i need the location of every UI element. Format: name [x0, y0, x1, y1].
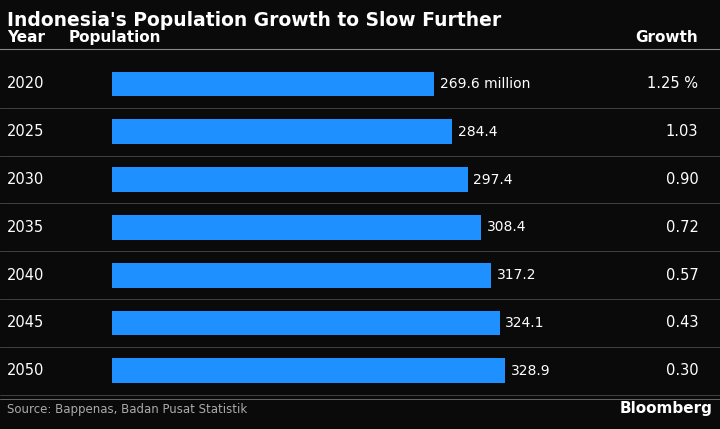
Text: 2040: 2040	[7, 268, 45, 283]
Text: 324.1: 324.1	[505, 316, 545, 330]
Text: 0.90: 0.90	[666, 172, 698, 187]
FancyBboxPatch shape	[112, 311, 500, 335]
Text: 328.9: 328.9	[511, 364, 551, 378]
Text: 2025: 2025	[7, 124, 45, 139]
Text: Indonesia's Population Growth to Slow Further: Indonesia's Population Growth to Slow Fu…	[7, 11, 501, 30]
FancyBboxPatch shape	[112, 263, 491, 287]
Text: 2035: 2035	[7, 220, 45, 235]
Text: 0.72: 0.72	[665, 220, 698, 235]
Text: Growth: Growth	[636, 30, 698, 45]
Text: Source: Bappenas, Badan Pusat Statistik: Source: Bappenas, Badan Pusat Statistik	[7, 403, 248, 416]
FancyBboxPatch shape	[112, 358, 505, 383]
Text: 317.2: 317.2	[497, 268, 536, 282]
Text: 2030: 2030	[7, 172, 45, 187]
Text: 269.6 million: 269.6 million	[440, 77, 531, 91]
Text: 2020: 2020	[7, 76, 45, 91]
Text: Bloomberg: Bloomberg	[620, 401, 713, 416]
Text: 297.4: 297.4	[473, 172, 513, 187]
Text: 2045: 2045	[7, 315, 45, 330]
Text: 0.30: 0.30	[666, 363, 698, 378]
FancyBboxPatch shape	[112, 119, 452, 144]
Text: Year: Year	[7, 30, 45, 45]
Text: 1.03: 1.03	[666, 124, 698, 139]
FancyBboxPatch shape	[112, 215, 481, 240]
Text: Population: Population	[68, 30, 161, 45]
Text: 308.4: 308.4	[487, 221, 526, 234]
Text: 0.57: 0.57	[666, 268, 698, 283]
Text: 1.25 %: 1.25 %	[647, 76, 698, 91]
Text: 0.43: 0.43	[666, 315, 698, 330]
Text: 284.4: 284.4	[458, 125, 498, 139]
Text: 2050: 2050	[7, 363, 45, 378]
FancyBboxPatch shape	[112, 72, 434, 97]
FancyBboxPatch shape	[112, 167, 467, 192]
